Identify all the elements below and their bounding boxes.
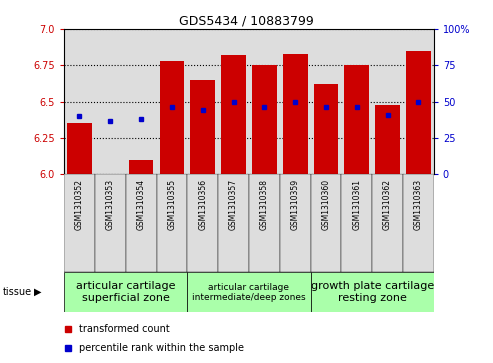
Bar	[221, 55, 246, 174]
Bar	[218, 174, 249, 272]
Bar	[126, 29, 157, 174]
Bar	[157, 174, 187, 272]
Bar	[403, 29, 434, 174]
Bar	[375, 105, 400, 174]
Bar	[280, 174, 311, 272]
Text: GSM1310356: GSM1310356	[198, 179, 207, 230]
Bar	[67, 123, 92, 174]
Bar	[249, 29, 280, 174]
Bar	[249, 174, 280, 272]
Text: GSM1310358: GSM1310358	[260, 179, 269, 230]
Text: articular cartilage
intermediate/deep zones: articular cartilage intermediate/deep zo…	[192, 282, 306, 302]
Bar	[218, 29, 249, 174]
Text: GSM1310362: GSM1310362	[383, 179, 392, 230]
Text: GDS5434 / 10883799: GDS5434 / 10883799	[179, 15, 314, 28]
Bar	[314, 84, 338, 174]
Bar	[280, 29, 311, 174]
Bar	[187, 272, 311, 312]
Text: ▶: ▶	[34, 287, 41, 297]
Bar	[126, 174, 157, 272]
Bar	[341, 174, 372, 272]
Text: GSM1310353: GSM1310353	[106, 179, 115, 230]
Bar	[129, 160, 153, 174]
Text: GSM1310360: GSM1310360	[321, 179, 330, 230]
Bar	[372, 174, 403, 272]
Bar	[64, 272, 187, 312]
Bar	[403, 174, 434, 272]
Bar	[311, 174, 341, 272]
Text: articular cartilage
superficial zone: articular cartilage superficial zone	[76, 281, 176, 303]
Bar	[64, 174, 95, 272]
Bar	[372, 29, 403, 174]
Text: GSM1310352: GSM1310352	[75, 179, 84, 230]
Text: GSM1310357: GSM1310357	[229, 179, 238, 230]
Bar	[187, 29, 218, 174]
Bar	[341, 29, 372, 174]
Bar	[95, 174, 126, 272]
Text: transformed count: transformed count	[79, 324, 170, 334]
Text: percentile rank within the sample: percentile rank within the sample	[79, 343, 244, 354]
Bar	[157, 29, 187, 174]
Bar	[187, 174, 218, 272]
Bar	[160, 61, 184, 174]
Bar	[95, 29, 126, 174]
Text: GSM1310355: GSM1310355	[168, 179, 176, 230]
Text: tissue: tissue	[2, 287, 32, 297]
Text: GSM1310354: GSM1310354	[137, 179, 145, 230]
Bar	[406, 51, 431, 174]
Bar	[252, 65, 277, 174]
Text: GSM1310361: GSM1310361	[352, 179, 361, 230]
Bar	[345, 65, 369, 174]
Bar	[190, 80, 215, 174]
Text: growth plate cartilage
resting zone: growth plate cartilage resting zone	[311, 281, 434, 303]
Bar	[283, 54, 308, 174]
Bar	[311, 272, 434, 312]
Text: GSM1310363: GSM1310363	[414, 179, 423, 230]
Bar	[64, 29, 95, 174]
Text: GSM1310359: GSM1310359	[291, 179, 300, 230]
Bar	[311, 29, 341, 174]
